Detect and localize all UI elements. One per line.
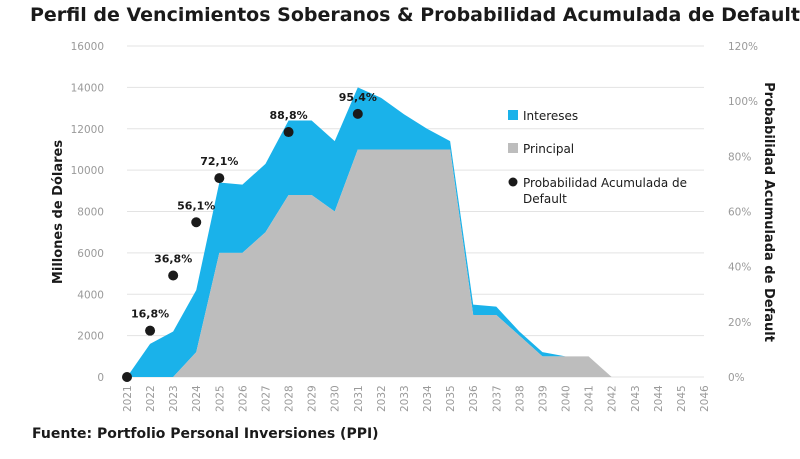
x-tick-label: 2043: [630, 385, 642, 412]
y-tick-label: 16000: [71, 41, 104, 53]
y-tick-label: 14000: [71, 82, 104, 94]
probability-label: 88,8%: [269, 109, 307, 122]
x-tick-label: 2026: [237, 385, 249, 412]
y-tick-label: 4000: [77, 289, 104, 301]
x-tick-label: 2022: [145, 385, 157, 412]
legend: Intereses Principal Probabilidad Acumulada…: [508, 109, 687, 206]
probability-label: 56,1%: [177, 199, 215, 212]
x-tick-label: 2029: [307, 385, 319, 412]
y-tick-label: 12000: [71, 124, 104, 136]
x-tick-label: 2044: [653, 385, 665, 412]
y2-tick-label: 40%: [728, 262, 751, 274]
x-tick-label: 2035: [445, 385, 457, 412]
legend-label-principal: Principal: [523, 142, 574, 156]
probability-label: 16,8%: [131, 308, 169, 321]
y-axis-left: 0 2000 4000 6000 8000 10000 12000 14000 16000: [71, 41, 104, 384]
chart-title: Perfil de Vencimientos Soberanos & Proba…: [30, 4, 800, 26]
y2-tick-label: 20%: [728, 317, 751, 329]
x-tick-label: 2045: [676, 385, 688, 412]
y-axis-title: Millones de Dólares: [51, 140, 66, 284]
x-tick-label: 2038: [514, 385, 526, 412]
area-intereses: [127, 87, 704, 377]
x-tick-label: 2027: [260, 385, 272, 412]
area-series: [127, 87, 704, 377]
x-tick-label: 2041: [584, 385, 596, 412]
probability-point: [122, 372, 132, 382]
y2-tick-label: 120%: [728, 41, 758, 53]
x-tick-label: 2031: [353, 385, 365, 412]
y2-tick-label: 0%: [728, 372, 745, 384]
legend-label-intereses: Intereses: [523, 109, 578, 123]
x-tick-label: 2021: [122, 385, 134, 412]
x-tick-label: 2033: [399, 385, 411, 412]
probability-point: [283, 127, 294, 138]
legend-label-probability: Probabilidad Acumulada de: [523, 176, 687, 190]
y2-tick-label: 100%: [728, 96, 758, 108]
y-tick-label: 6000: [77, 248, 104, 260]
x-tick-label: 2024: [191, 385, 203, 412]
y-tick-label: 8000: [77, 207, 104, 219]
legend-label-probability-cont: Default: [523, 192, 567, 206]
y2-axis-title: Probabilidad Acumulada de Default: [761, 82, 776, 342]
x-tick-label: 2025: [214, 385, 226, 412]
legend-swatch-intereses: [508, 110, 518, 120]
x-axis: 2021 2022 2023 2024 2025 2026 2027 2028 2029 2030…: [122, 385, 711, 412]
x-tick-label: 2039: [537, 385, 549, 412]
y-tick-label: 2000: [77, 331, 104, 343]
probability-point: [214, 173, 225, 184]
legend-swatch-principal: [508, 143, 518, 153]
y-axis-right: 0% 20% 40% 60% 80% 100% 120%: [728, 41, 758, 384]
probability-points: 16,8% 36,8% 56,1% 72,1% 88,8% 95,4%: [122, 91, 377, 382]
legend-marker-probability: [508, 177, 518, 187]
x-tick-label: 2036: [468, 385, 480, 412]
y2-tick-label: 60%: [728, 207, 751, 219]
x-tick-label: 2030: [330, 385, 342, 412]
x-tick-label: 2037: [491, 385, 503, 412]
x-tick-label: 2028: [284, 385, 296, 412]
x-tick-label: 2032: [376, 385, 388, 412]
probability-point: [352, 108, 363, 119]
x-tick-label: 2023: [168, 385, 180, 412]
probability-point: [168, 270, 179, 281]
probability-label: 36,8%: [154, 252, 192, 265]
y-tick-label: 0: [97, 372, 104, 384]
y2-tick-label: 80%: [728, 151, 751, 163]
probability-label: 95,4%: [339, 91, 377, 104]
x-tick-label: 2040: [561, 385, 573, 412]
x-tick-label: 2046: [699, 385, 711, 412]
x-tick-label: 2034: [422, 385, 434, 412]
area-principal: [127, 149, 704, 377]
probability-label: 72,1%: [200, 155, 238, 168]
x-tick-label: 2042: [607, 385, 619, 412]
y-tick-label: 10000: [71, 165, 104, 177]
source-note: Fuente: Portfolio Personal Inversiones (…: [32, 426, 379, 442]
probability-point: [191, 217, 202, 228]
probability-point: [145, 325, 156, 336]
